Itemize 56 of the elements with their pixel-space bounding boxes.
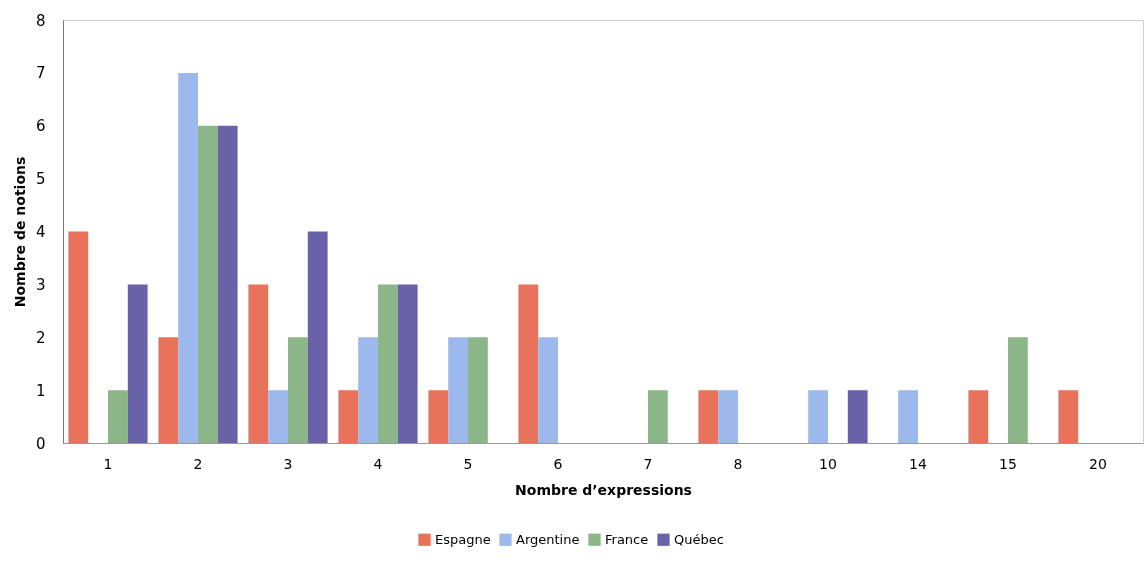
x-tick-label: 5 [463, 455, 473, 472]
y-axis-title: Nombre de notions [11, 156, 28, 308]
legend-label: France [605, 531, 649, 547]
y-tick-label: 7 [35, 64, 46, 83]
y-tick-label: 8 [35, 11, 46, 30]
bar [847, 390, 868, 443]
bar [178, 72, 198, 443]
legend-label: Espagne [435, 531, 491, 547]
x-tick-label: 1 [103, 455, 113, 472]
y-tick-label: 4 [35, 223, 46, 241]
bar [198, 125, 218, 443]
bar [378, 284, 398, 443]
bar [248, 284, 269, 443]
x-tick-label: 2 [193, 455, 203, 472]
x-axis-title: Nombre d’expressions [515, 481, 692, 498]
y-tick-label: 1 [35, 381, 46, 400]
bar [217, 125, 238, 443]
bar [268, 390, 288, 443]
bar [158, 337, 179, 443]
legend-label: Québec [674, 531, 724, 547]
y-tick-label: 3 [35, 275, 46, 294]
x-tick-label: 8 [733, 455, 743, 472]
x-tick-label: 20 [1089, 455, 1107, 472]
bar [538, 337, 558, 443]
bar [448, 337, 468, 443]
y-tick-label: 0 [35, 434, 46, 453]
legend-label: Argentine [516, 531, 580, 547]
x-tick-label: 6 [553, 455, 563, 472]
x-tick-label: 3 [283, 455, 293, 472]
bar [1008, 337, 1028, 443]
bar [518, 284, 539, 443]
bar [968, 390, 989, 443]
bar [127, 284, 148, 443]
bar [397, 284, 418, 443]
bar [307, 231, 328, 443]
bar [68, 231, 89, 443]
x-tick-label: 7 [643, 455, 653, 472]
bar [898, 390, 918, 443]
bar [468, 337, 488, 443]
x-tick-label: 4 [373, 455, 383, 472]
y-tick-label: 6 [35, 117, 46, 136]
x-tick-label: 10 [819, 455, 837, 472]
bar [428, 390, 449, 443]
bar [808, 390, 828, 443]
bar [1058, 390, 1079, 443]
bar [338, 390, 359, 443]
x-tick-label: 14 [909, 455, 927, 472]
bar [648, 390, 668, 443]
x-tick-label: 15 [999, 455, 1017, 472]
y-tick-label: 5 [35, 170, 46, 189]
bar [288, 337, 308, 443]
bar [358, 337, 378, 443]
bar [718, 390, 738, 443]
bar [698, 390, 719, 443]
bar [108, 390, 128, 443]
y-tick-label: 2 [35, 328, 46, 347]
